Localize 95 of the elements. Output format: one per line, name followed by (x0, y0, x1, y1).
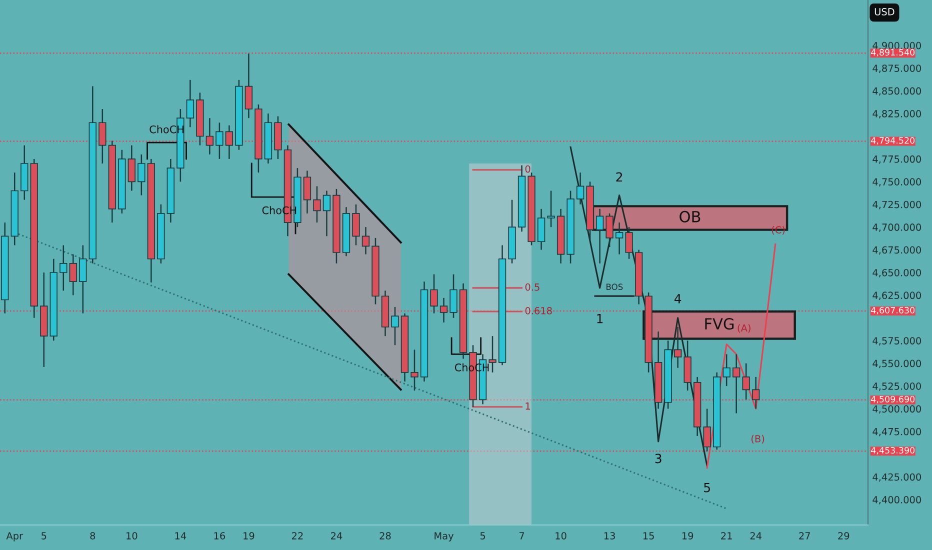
y-tick-label: 4,725.000 (872, 200, 921, 210)
candlestick (488, 335, 496, 374)
x-tick-label: 16 (214, 532, 226, 540)
ref-line-label: 4,453.390 (871, 446, 915, 455)
candlestick (206, 117, 214, 156)
candlestick (606, 212, 614, 248)
annotation: 0.618 (525, 307, 552, 314)
candlestick (186, 79, 194, 128)
ref-line-label: 4,607.630 (871, 306, 915, 314)
ref-line-label: 4,509.690 (871, 396, 915, 404)
candlestick (732, 354, 740, 414)
candlestick (138, 154, 146, 196)
y-tick-label: 4,750.000 (872, 178, 921, 186)
candlestick (303, 170, 312, 214)
y-tick-label: 4,475.000 (872, 428, 921, 436)
candlestick (410, 349, 418, 392)
candlestick (615, 222, 624, 255)
annotation: (C) (772, 226, 785, 235)
annotation: (A) (738, 324, 750, 333)
x-tick-label: Apr (6, 532, 24, 542)
candlestick (322, 190, 331, 237)
x-tick-label: 29 (838, 532, 850, 540)
y-tick-label: 4,700.000 (872, 224, 921, 232)
x-tick-label: 10 (556, 532, 566, 540)
annotation: 3 (655, 454, 662, 464)
candlestick (362, 226, 370, 255)
ref-line-label: 4,891.540 (871, 49, 915, 57)
candlestick (98, 108, 106, 164)
x-tick-label: 15 (643, 532, 654, 540)
annotation: 1 (597, 314, 603, 324)
y-tick-label: 4,550.000 (872, 360, 921, 368)
x-tick-label: 21 (721, 532, 732, 540)
x-tick-label: 5 (480, 532, 486, 540)
annotation: FVG (705, 318, 734, 330)
text: USD (874, 8, 894, 16)
annotation: OB (680, 210, 700, 222)
y-tick-label: 4,875.000 (872, 64, 921, 73)
y-tick-label: 4,425.000 (872, 473, 921, 482)
x-tick-label: 19 (682, 532, 694, 540)
annotation: 2 (616, 172, 622, 182)
candlestick (722, 354, 730, 387)
annotation: 4 (674, 294, 682, 304)
x-tick-label: 24 (331, 532, 342, 540)
candlestick (225, 124, 234, 160)
y-tick-label: 4,850.000 (872, 87, 921, 96)
y-tick-label: 4,525.000 (872, 382, 921, 391)
annotation: BOS (606, 284, 623, 290)
candlestick (430, 274, 438, 314)
x-tick-label: 10 (126, 532, 138, 540)
x-tick-label: 5 (42, 532, 46, 540)
candlestick (128, 144, 136, 192)
x-tick-label: 24 (750, 532, 762, 540)
candlestick (537, 208, 546, 250)
candlestick (216, 122, 224, 160)
candlestick (69, 254, 77, 296)
annotation: 5 (704, 483, 710, 492)
y-tick-label: 4,625.000 (872, 292, 921, 300)
y-tick-label: 4,575.000 (872, 337, 921, 346)
x-tick-label: 8 (90, 532, 96, 540)
y-tick-label: 4,775.000 (872, 155, 921, 164)
candlestick (352, 204, 360, 246)
annotation: (B) (752, 434, 764, 444)
candlestick (752, 376, 760, 410)
y-tick-label: 4,825.000 (872, 110, 921, 118)
y-tick-label: 4,675.000 (872, 246, 921, 255)
candlestick (674, 326, 682, 368)
ref-line-label: 4,794.520 (871, 137, 915, 145)
x-tick-label: May (434, 532, 454, 542)
candlestick (440, 297, 448, 324)
x-tick-label: 27 (799, 532, 810, 540)
y-tick-label: 4,650.000 (872, 268, 921, 278)
y-tick-label: 4,400.000 (872, 496, 921, 504)
candlestick (450, 274, 458, 319)
annotation: 1 (526, 402, 530, 410)
candlestick (596, 208, 604, 264)
candlestick (391, 306, 399, 346)
candlestick (742, 362, 750, 400)
candlestick (313, 186, 321, 224)
x-tick-label: 7 (519, 532, 524, 540)
y-tick-label: 4,900.000 (872, 42, 921, 50)
candlestick (60, 244, 68, 292)
candlestick (547, 190, 555, 228)
y-tick-label: 4,500.000 (872, 405, 921, 414)
candlestick (79, 244, 87, 314)
x-tick-label: 28 (380, 532, 391, 540)
x-tick-label: 14 (175, 532, 186, 540)
x-tick-label: 19 (244, 532, 254, 540)
annotation: 0 (525, 165, 530, 173)
candlestick (244, 52, 253, 119)
candlestick (703, 408, 711, 452)
annotation: 0.5 (525, 283, 540, 291)
candlestick (625, 226, 633, 260)
x-tick-label: 22 (292, 532, 303, 540)
x-tick-label: 13 (604, 532, 615, 540)
candlestick (576, 172, 584, 205)
